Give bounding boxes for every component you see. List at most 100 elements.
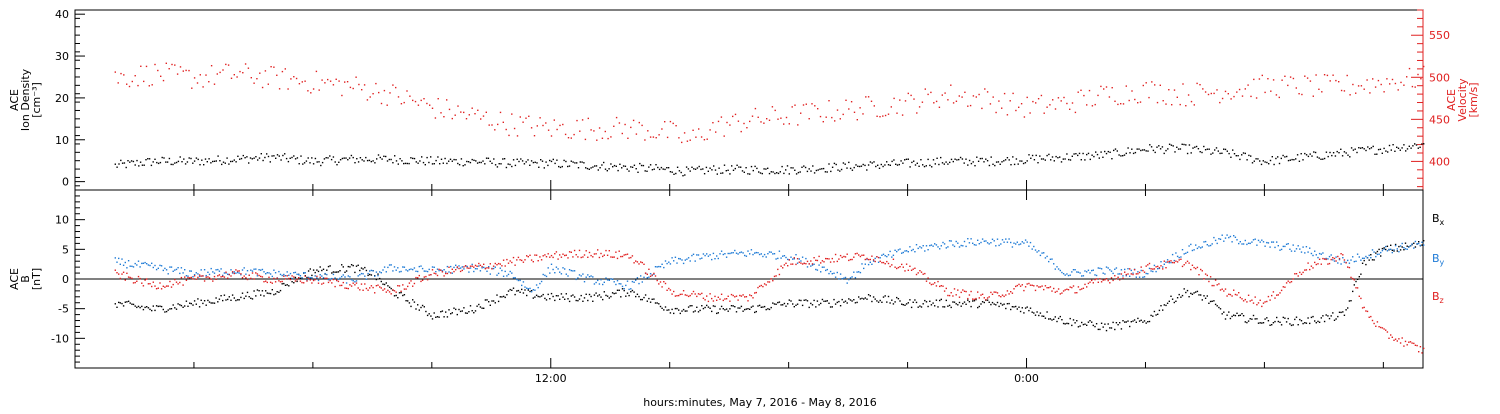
data-point — [162, 269, 164, 272]
data-point — [763, 122, 765, 124]
data-point — [1019, 285, 1022, 287]
data-point — [980, 241, 982, 244]
data-point — [428, 161, 430, 164]
data-point — [1418, 241, 1420, 243]
data-point — [1024, 239, 1027, 241]
data-point — [1081, 275, 1083, 277]
data-point — [1388, 144, 1391, 147]
data-point — [1219, 289, 1222, 291]
data-point — [1261, 239, 1263, 241]
data-point — [293, 276, 295, 278]
data-point — [164, 286, 166, 288]
data-point — [1097, 328, 1099, 331]
data-point — [952, 160, 954, 163]
data-point — [403, 101, 405, 104]
data-point — [518, 160, 520, 163]
data-point — [1163, 263, 1165, 265]
data-point — [864, 258, 866, 261]
data-point — [494, 129, 496, 131]
data-point — [377, 154, 380, 156]
data-point — [314, 271, 316, 274]
data-point — [1091, 269, 1093, 272]
data-point — [1165, 267, 1167, 269]
data-point — [770, 278, 772, 280]
data-point — [227, 277, 229, 279]
data-point — [1051, 290, 1053, 292]
data-point — [977, 291, 979, 293]
data-point — [658, 303, 660, 305]
data-point — [258, 290, 260, 292]
data-point — [220, 276, 222, 278]
data-point — [1241, 243, 1243, 245]
data-point — [146, 263, 148, 265]
data-point — [1312, 95, 1314, 97]
data-point — [426, 314, 429, 317]
data-point — [876, 300, 878, 302]
data-point — [274, 272, 277, 274]
data-point — [484, 268, 487, 270]
density-axis-label: ACEIon Density[cm⁻³] — [8, 68, 43, 131]
data-point — [1221, 234, 1223, 236]
data-point — [872, 296, 875, 298]
data-point — [304, 275, 306, 277]
data-point — [1188, 144, 1191, 146]
data-point — [675, 172, 677, 175]
data-point — [730, 252, 733, 254]
data-point — [633, 281, 635, 283]
data-point — [494, 164, 497, 166]
data-point — [866, 169, 868, 171]
data-point — [212, 302, 214, 304]
data-point — [902, 304, 904, 306]
data-point — [240, 296, 242, 299]
data-point — [857, 165, 859, 167]
data-point — [118, 163, 120, 165]
data-point — [291, 156, 293, 159]
data-point — [1024, 162, 1027, 164]
data-point — [1280, 157, 1282, 160]
data-point — [225, 272, 227, 274]
data-point — [131, 265, 133, 267]
data-point — [420, 99, 422, 102]
data-point — [1380, 326, 1382, 329]
data-point — [387, 289, 389, 292]
data-point — [1414, 86, 1416, 88]
data-point — [958, 95, 960, 97]
data-point — [1257, 239, 1260, 242]
data-point — [248, 296, 250, 298]
data-point — [965, 245, 967, 248]
data-point — [894, 301, 896, 303]
data-point — [451, 117, 453, 120]
data-point — [1210, 153, 1212, 155]
data-point — [511, 165, 513, 168]
data-point — [768, 281, 771, 283]
data-point — [1105, 266, 1108, 268]
data-point — [678, 257, 680, 260]
data-point — [1150, 146, 1153, 148]
data-point — [1357, 85, 1360, 87]
data-point — [638, 282, 640, 285]
data-point — [744, 308, 746, 311]
data-point — [869, 161, 872, 163]
data-point — [1188, 262, 1190, 264]
data-point — [831, 116, 833, 119]
data-point — [1201, 246, 1203, 248]
data-point — [986, 297, 989, 299]
data-point — [200, 275, 202, 277]
data-point — [1066, 102, 1068, 105]
data-point — [119, 277, 121, 280]
data-point — [1368, 316, 1370, 318]
data-point — [288, 285, 290, 287]
data-point — [836, 271, 838, 274]
data-point — [631, 289, 634, 292]
data-point — [443, 316, 445, 318]
data-point — [877, 301, 880, 303]
data-point — [1367, 146, 1369, 148]
data-point — [1247, 320, 1250, 322]
data-point — [182, 272, 184, 274]
data-point — [961, 96, 963, 98]
data-point — [1386, 245, 1389, 247]
data-point — [1087, 282, 1090, 285]
data-point — [213, 160, 216, 162]
data-point — [390, 264, 392, 266]
data-point — [1199, 151, 1201, 153]
